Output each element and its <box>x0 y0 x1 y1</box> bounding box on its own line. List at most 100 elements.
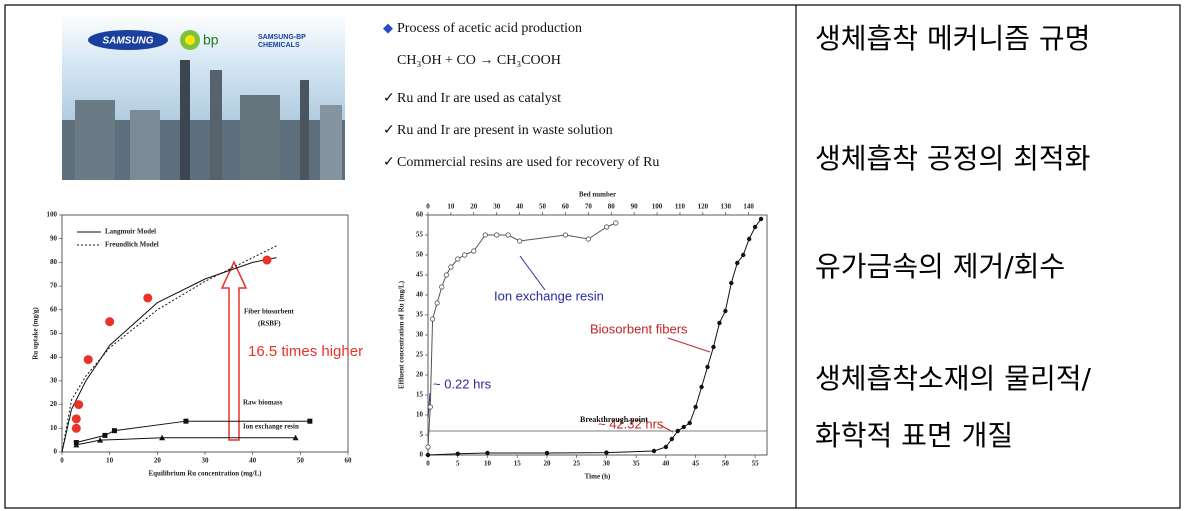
x2-tick-label: 120 <box>698 203 709 211</box>
logo-joint: CHEMICALS <box>258 42 300 49</box>
data-point <box>604 225 608 229</box>
y-tick-label: 50 <box>50 329 58 337</box>
x2-tick-label: 60 <box>562 203 570 211</box>
annotation: 16.5 times higher <box>248 343 363 360</box>
data-point <box>483 233 487 237</box>
data-point <box>747 237 751 241</box>
plot-frame <box>62 215 348 452</box>
annotation: (RSBF) <box>258 320 281 328</box>
data-point <box>670 437 674 441</box>
slide: SAMSUNG bp SAMSUNG-BP CHEMICALS ◆ Proces… <box>0 0 1185 511</box>
y-tick-label: 20 <box>416 371 424 379</box>
x2-tick-label: 70 <box>585 203 593 211</box>
x-axis-label: Time (h) <box>585 473 611 481</box>
data-point <box>711 345 715 349</box>
check-mark: ✓ <box>383 123 395 138</box>
page: { "logo": {"samsung": "SAMSUNG", "bp": "… <box>0 0 1185 511</box>
x-tick-label: 45 <box>692 460 700 468</box>
data-point <box>717 321 721 325</box>
data-point <box>449 265 453 269</box>
data-point <box>705 365 709 369</box>
data-point <box>753 225 757 229</box>
y-tick-label: 80 <box>50 258 58 266</box>
y-tick-label: 40 <box>50 353 58 361</box>
logo-bp: bp <box>203 32 219 48</box>
data-point <box>652 449 656 453</box>
data-point <box>517 239 521 243</box>
y-tick-label: 35 <box>416 311 424 319</box>
annotation: ~ 0.22 hrs <box>433 376 492 391</box>
x-axis-label: Equilibrium Ru concentration (mg/L) <box>149 470 263 478</box>
data-point <box>102 433 107 438</box>
pointer-arrow <box>668 338 710 352</box>
legend-label: Freundlich Model <box>105 241 159 249</box>
x2-tick-label: 100 <box>652 203 663 211</box>
x2-axis-label: Bed number <box>579 191 616 199</box>
data-point <box>682 425 686 429</box>
data-point <box>262 256 271 265</box>
data-point <box>604 450 608 454</box>
data-point <box>143 293 152 302</box>
logo-samsung: SAMSUNG <box>102 36 153 47</box>
x2-tick-label: 90 <box>631 203 639 211</box>
data-point <box>506 233 510 237</box>
x2-tick-label: 110 <box>675 203 686 211</box>
y-axis-label: Effluent concentration of Ru (mg/L) <box>398 280 406 389</box>
data-point <box>307 419 312 424</box>
x2-tick-label: 40 <box>516 203 524 211</box>
y-tick-label: 15 <box>416 391 424 399</box>
data-point <box>485 451 489 455</box>
x2-tick-label: 140 <box>743 203 754 211</box>
x-tick-label: 35 <box>633 460 641 468</box>
research-item: 생체흡착 메커니즘 규명 <box>815 22 1090 55</box>
check-mark: ✓ <box>383 91 395 106</box>
series-line <box>76 438 295 445</box>
data-point <box>723 309 727 313</box>
data-point <box>735 261 739 265</box>
x-tick-label: 10 <box>484 460 492 468</box>
y-tick-label: 10 <box>416 411 424 419</box>
y-tick-label: 50 <box>416 251 424 259</box>
data-point <box>614 221 618 225</box>
y-tick-label: 10 <box>50 424 58 432</box>
research-item: 생체흡착 공정의 최적화 <box>815 142 1090 175</box>
y-tick-label: 5 <box>420 431 424 439</box>
process-title: Process of acetic acid production <box>397 21 582 36</box>
y-tick-label: 100 <box>47 211 58 219</box>
x-tick-label: 60 <box>345 457 353 465</box>
check-item: Ru and Ir are present in waste solution <box>397 123 613 138</box>
y-tick-label: 25 <box>416 351 424 359</box>
reaction: CH₃OH + CO → CH₃COOH <box>397 53 561 68</box>
x-tick-label: 40 <box>249 457 257 465</box>
data-point <box>495 233 499 237</box>
y-tick-label: 60 <box>50 305 58 313</box>
y-tick-label: 0 <box>54 448 58 456</box>
y-tick-label: 45 <box>416 271 424 279</box>
data-point <box>699 385 703 389</box>
data-point <box>456 452 460 456</box>
x-tick-label: 10 <box>106 457 114 465</box>
x-tick-label: 20 <box>154 457 162 465</box>
data-point <box>687 421 691 425</box>
data-point <box>729 281 733 285</box>
y-tick-label: 90 <box>50 234 58 242</box>
data-point <box>72 424 81 433</box>
x-tick-label: 50 <box>297 457 305 465</box>
comparison-arrow <box>222 262 246 440</box>
data-point <box>456 257 460 261</box>
bullet-diamond: ◆ <box>383 20 393 35</box>
series-label: Ion exchange resin <box>494 288 604 303</box>
data-point <box>428 405 432 409</box>
data-point <box>563 233 567 237</box>
data-point <box>183 419 188 424</box>
data-point <box>430 317 434 321</box>
x2-tick-label: 20 <box>470 203 478 211</box>
x-tick-label: 55 <box>752 460 760 468</box>
x-tick-label: 40 <box>662 460 670 468</box>
x2-tick-label: 80 <box>608 203 616 211</box>
data-point <box>664 445 668 449</box>
x-tick-label: 25 <box>573 460 581 468</box>
x2-tick-label: 130 <box>721 203 732 211</box>
y-tick-label: 70 <box>50 282 58 290</box>
check-item: Commercial resins are used for recovery … <box>397 155 659 170</box>
